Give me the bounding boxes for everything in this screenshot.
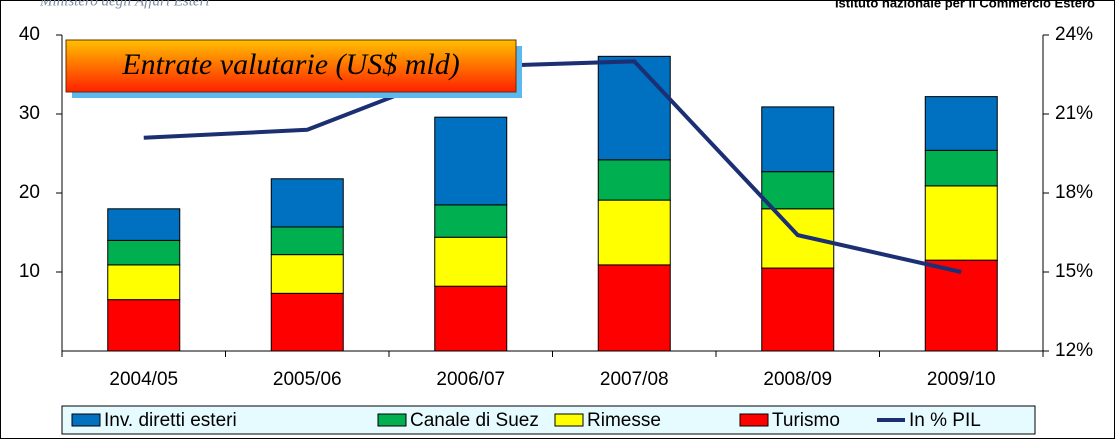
- title-box: [65, 39, 517, 93]
- legend-swatch: [554, 413, 584, 427]
- chart-title: Entrate valutarie (US$ mld): [121, 48, 459, 81]
- y2-tick-label: 15%: [1055, 261, 1093, 282]
- x-tick-label: 2006/07: [436, 369, 505, 390]
- bar-segment: [761, 267, 835, 352]
- header-left: Ministero degli Affari Esteri: [39, 0, 210, 9]
- y-tick-label: 40: [19, 24, 40, 45]
- x-tick-label: 2009/10: [927, 369, 996, 390]
- bar-segment: [270, 178, 344, 228]
- bar-segment: [107, 208, 181, 241]
- x-tick-label: 2005/06: [273, 369, 342, 390]
- y2-tick-label: 18%: [1055, 182, 1093, 203]
- x-tick-label: 2007/08: [600, 369, 669, 390]
- bar-segment: [597, 199, 671, 266]
- bar-segment: [924, 149, 998, 187]
- bar-segment: [270, 226, 344, 256]
- bar-segment: [434, 116, 508, 206]
- bar-segment: [107, 299, 181, 352]
- bar-segment: [434, 285, 508, 352]
- legend: [61, 405, 1036, 435]
- bar-segment: [761, 171, 835, 210]
- x-tick-label: 2004/05: [109, 369, 178, 390]
- legend-label: Rimesse: [587, 410, 661, 431]
- bar-segment: [761, 106, 835, 173]
- header-right: Istituto nazionale per il Commercio Este…: [835, 0, 1095, 10]
- bar-segment: [597, 264, 671, 352]
- y2-tick-label: 21%: [1055, 103, 1093, 124]
- line-series: [143, 59, 962, 274]
- bar-segment: [924, 96, 998, 151]
- legend-swatch: [71, 413, 101, 427]
- bar-segment: [597, 159, 671, 201]
- legend-swatch: [377, 413, 407, 427]
- bar-segment: [761, 208, 835, 269]
- y-tick-label: 10: [19, 261, 40, 282]
- legend-label: Inv. diretti esteri: [104, 410, 237, 431]
- y-tick-label: 30: [19, 103, 40, 124]
- bar-segment: [270, 292, 344, 352]
- y-tick-label: 20: [19, 182, 40, 203]
- legend-label: In % PIL: [909, 410, 981, 431]
- bar-segment: [434, 236, 508, 287]
- y2-tick-label: 12%: [1055, 340, 1093, 361]
- legend-label: Canale di Suez: [410, 410, 539, 431]
- legend-label: Turismo: [772, 410, 840, 431]
- legend-swatch: [739, 413, 769, 427]
- bar-segment: [107, 264, 181, 301]
- bar-segment: [270, 254, 344, 294]
- bar-segment: [924, 185, 998, 261]
- bar-segment: [434, 204, 508, 238]
- x-tick-label: 2008/09: [763, 369, 832, 390]
- bar-segment: [597, 55, 671, 161]
- y2-tick-label: 24%: [1055, 24, 1093, 45]
- bar-segment: [107, 239, 181, 266]
- bar-segment: [924, 259, 998, 352]
